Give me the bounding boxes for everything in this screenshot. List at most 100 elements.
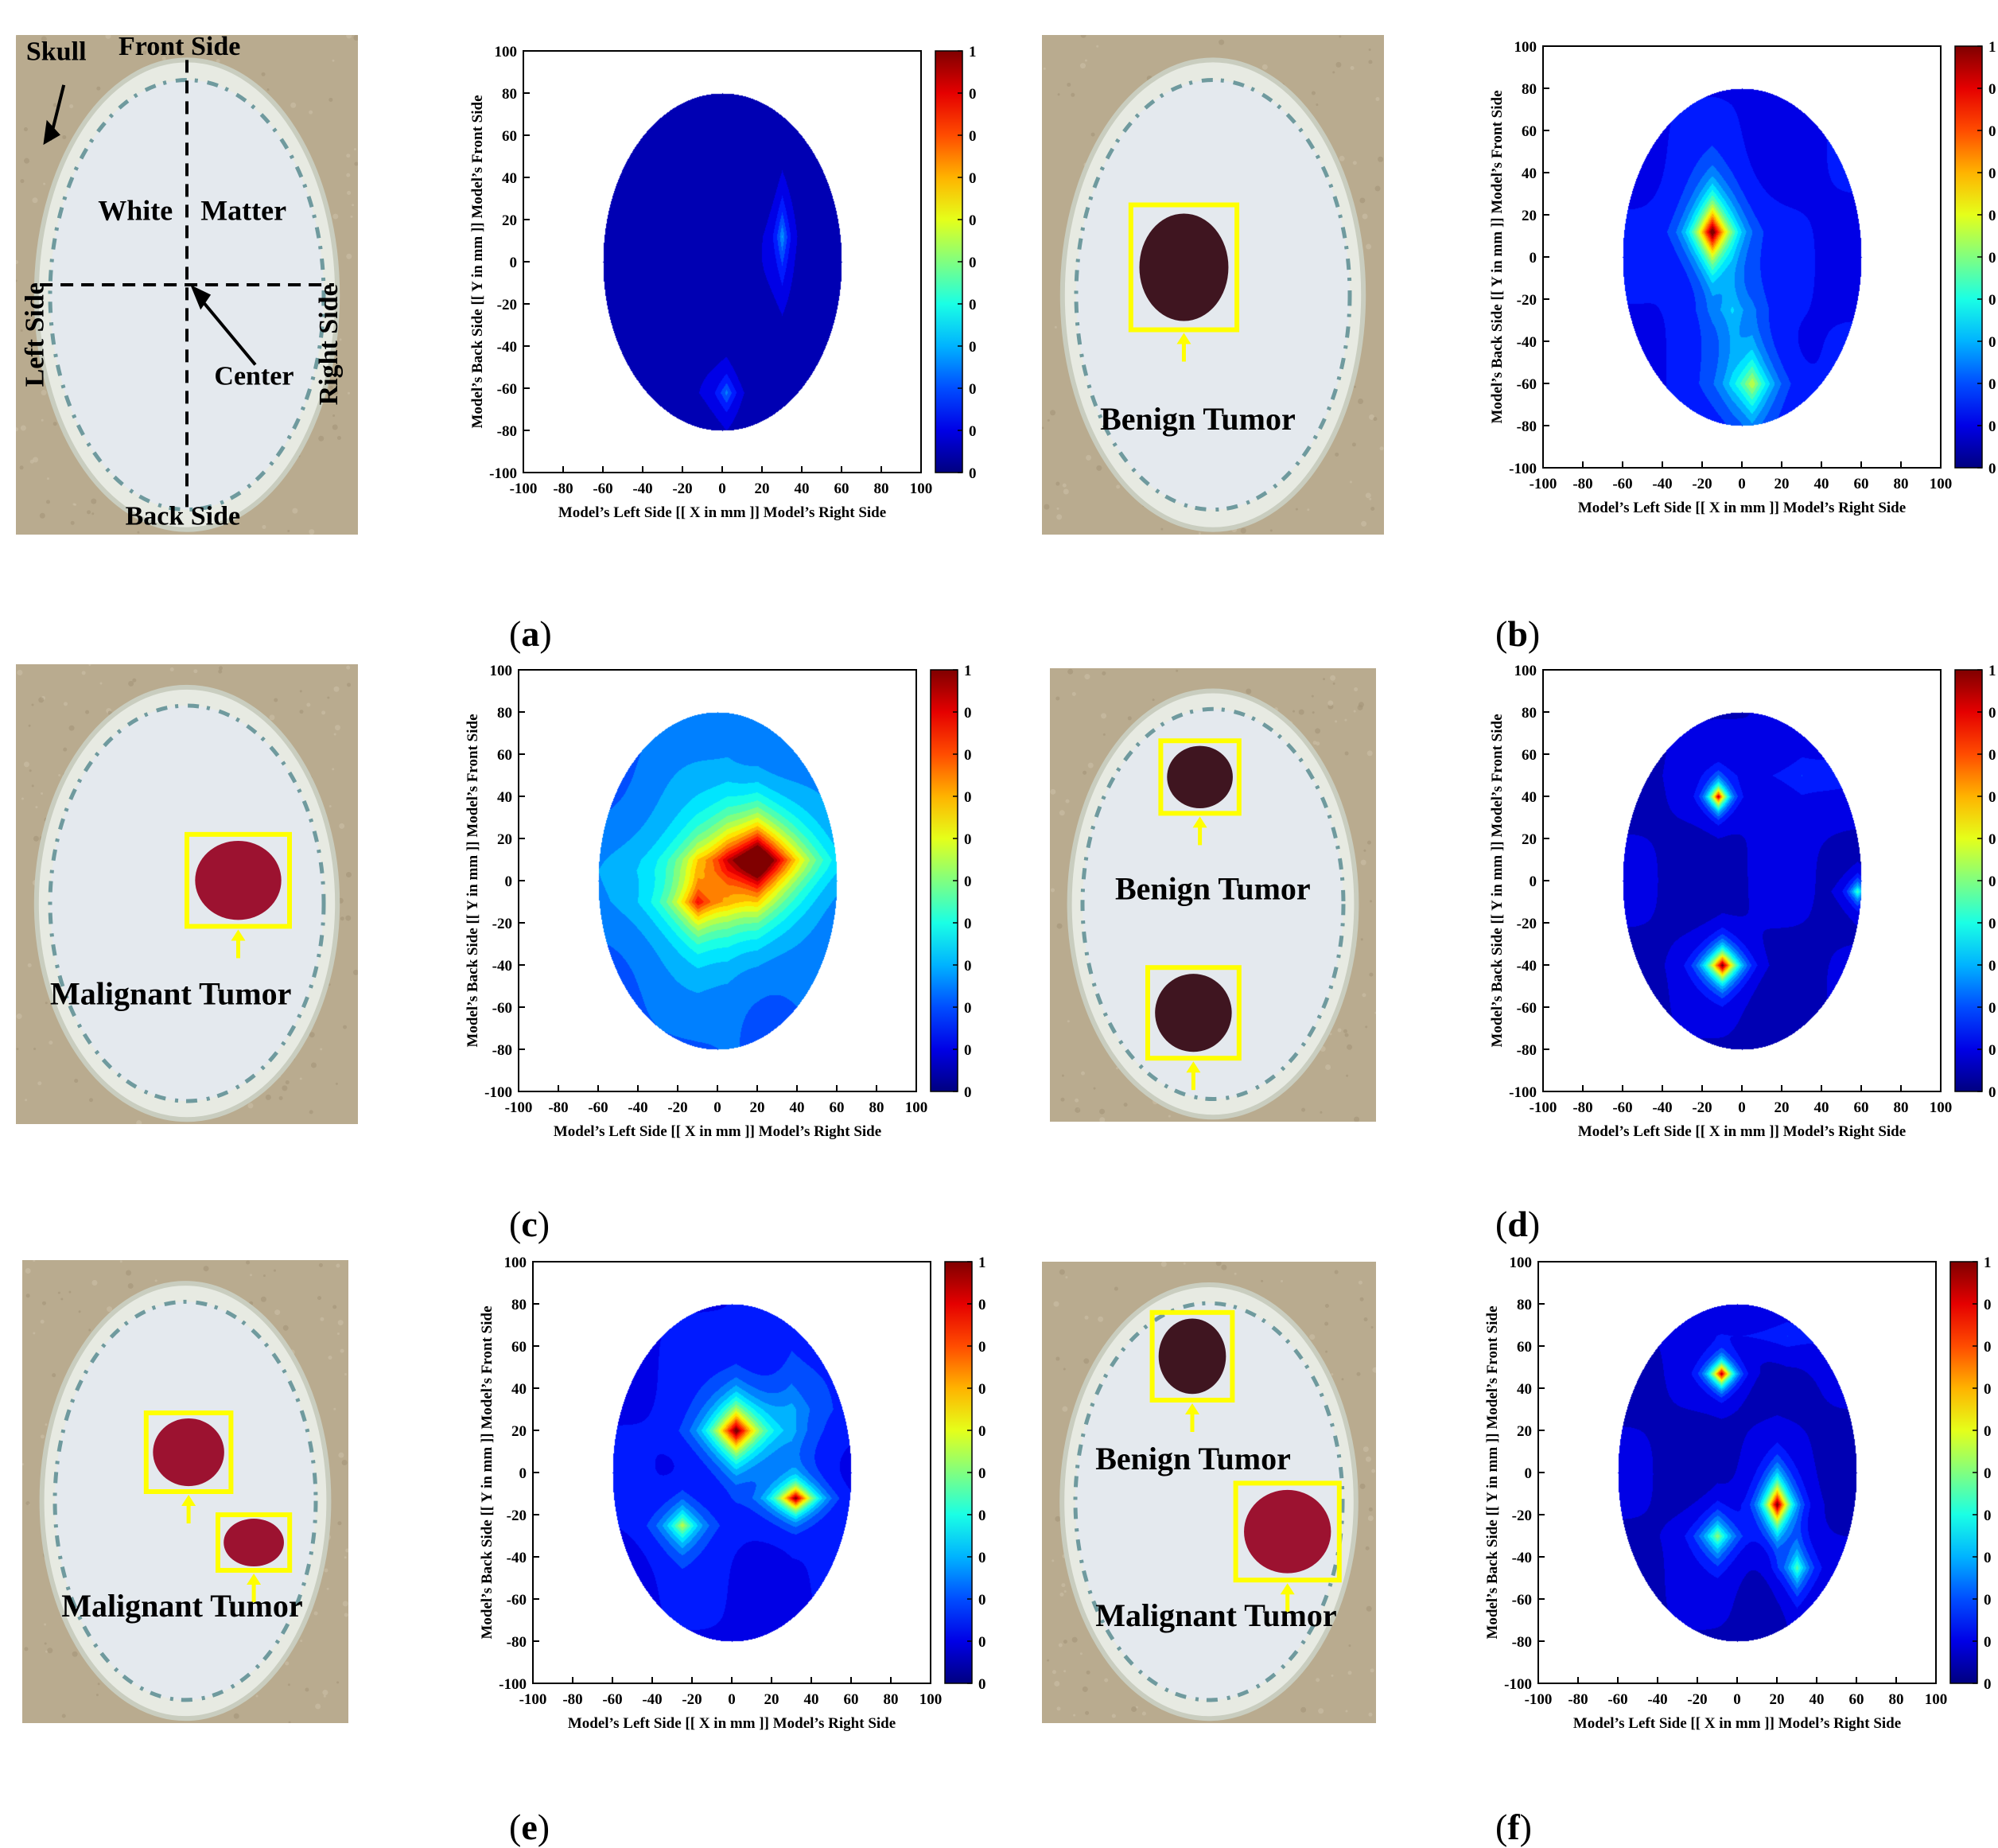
colorbar-tick-label: 0	[1988, 461, 1996, 477]
colorbar-tick-label: 0.3	[1984, 1550, 1992, 1566]
colorbar-tick-label: 0.2	[964, 1000, 972, 1017]
colorbar-tick-label: 0.6	[1984, 1423, 1992, 1440]
y-tick-label: -60	[1517, 376, 1537, 393]
panel-letter: d	[1507, 1204, 1528, 1244]
phantom-photo-d: Benign Tumor	[1050, 668, 1376, 1122]
y-tick-label: 0	[1525, 1465, 1533, 1482]
y-tick-label: 60	[1517, 1339, 1532, 1356]
y-tick-label: -60	[1512, 1592, 1532, 1609]
y-tick-label: -20	[497, 297, 517, 313]
colorbar-tick-label: 0.3	[978, 1550, 986, 1566]
y-tick-label: -40	[497, 339, 517, 356]
colorbar-tick-label: 1	[964, 663, 972, 679]
y-tick-label: -20	[507, 1508, 527, 1524]
x-tick-label: 20	[755, 480, 770, 497]
x-tick-label: -80	[553, 480, 573, 497]
photo-label: Center	[214, 362, 293, 391]
y-tick-label: -80	[492, 1042, 512, 1059]
tumor-highlight-box	[185, 831, 292, 929]
y-tick-label: 60	[1522, 123, 1537, 140]
x-tick-label: 80	[869, 1099, 884, 1116]
y-tick-label: 100	[1510, 1255, 1533, 1271]
y-tick-label: -40	[507, 1550, 527, 1566]
y-tick-label: -20	[1517, 916, 1537, 932]
colorbar-tick-label: 0.1	[1984, 1634, 1992, 1651]
x-tick-label: -100	[519, 1691, 547, 1708]
panel-letter: e	[521, 1807, 538, 1847]
tumor-arrowhead	[247, 1573, 262, 1585]
x-tick-label: 0	[713, 1099, 721, 1116]
panel-caption: (a)	[509, 613, 552, 654]
y-tick-label: -60	[492, 1000, 512, 1017]
tumor-highlight-box	[216, 1512, 293, 1573]
colorbar-tick-label: 0.6	[1988, 208, 1996, 224]
y-tick-label: 100	[504, 1255, 527, 1271]
microwave-image-plot-f: -100 -80 -60 -40 -20 0 20 40 60 80 100 -100 -80 -60 -4…	[1483, 1246, 1998, 1767]
center-arrow	[196, 294, 257, 366]
colorbar-tick-label: 1	[1988, 663, 1996, 679]
y-tick-label: -80	[1517, 418, 1537, 435]
x-axis-label: Model’s Left Side [[ X in mm ]] Model’s …	[554, 1123, 881, 1140]
skull-arrowhead	[43, 119, 60, 146]
y-tick-label: -100	[1509, 461, 1537, 477]
colorbar-tick-label: 0.2	[1988, 1000, 1996, 1017]
colorbar-tick-label: 0.5	[978, 1465, 986, 1482]
y-tick-label: 80	[1517, 1297, 1532, 1313]
photo-label: Right Side	[314, 284, 344, 405]
colorbar-tick-label: 0.4	[1988, 916, 1996, 932]
colorbar-tick-label: 0.7	[1988, 165, 1996, 182]
x-tick-label: 80	[884, 1691, 899, 1708]
y-axis-label: Model’s Back Side [[ Y in mm ]] Model’s …	[479, 1305, 496, 1639]
x-tick-label: 60	[1854, 476, 1869, 492]
center-arrowhead	[190, 285, 212, 310]
colorbar-tick-label: 0	[1988, 1084, 1996, 1101]
y-tick-label: -100	[499, 1676, 527, 1693]
colorbar-tick-label: 0.2	[1984, 1592, 1992, 1609]
x-tick-label: -80	[548, 1099, 568, 1116]
y-axis-label: Model’s Back Side [[ Y in mm ]] Model’s …	[1489, 90, 1506, 423]
x-tick-label: 0	[728, 1691, 736, 1708]
photo-label: White	[98, 194, 173, 226]
microwave-image-plot-d: -100 -80 -60 -40 -20 0 20 40 60 80 100 -100 -80 -60 -4…	[1487, 654, 1998, 1175]
x-tick-label: 20	[764, 1691, 779, 1708]
tumor-highlight-box	[1233, 1480, 1342, 1583]
x-tick-label: 100	[1930, 1099, 1953, 1116]
y-tick-label: -20	[1512, 1508, 1532, 1524]
y-tick-label: 0	[1530, 873, 1537, 890]
photo-label: Malignant Tumor	[61, 1588, 302, 1624]
phantom-photo-a: Skull Front Side White Matter Left Side Right…	[16, 35, 358, 535]
x-tick-label: 40	[1814, 1099, 1829, 1116]
x-tick-label: 100	[919, 1691, 943, 1708]
colorbar-tick-label: 1	[1988, 39, 1996, 56]
y-tick-label: 80	[502, 86, 517, 103]
y-tick-label: 80	[1522, 81, 1537, 98]
x-tick-label: 20	[1774, 476, 1790, 492]
panel-caption: (d)	[1495, 1204, 1541, 1244]
tumor-arrowhead	[1185, 1403, 1199, 1414]
y-tick-label: -80	[507, 1634, 527, 1651]
colorbar-tick-label: 0.8	[978, 1339, 986, 1356]
x-tick-label: -100	[1530, 1099, 1557, 1116]
tumor-arrowhead	[181, 1495, 196, 1506]
colorbar-tick-label: 0.3	[969, 339, 977, 356]
colorbar-tick-label: 0.6	[964, 831, 972, 848]
x-tick-label: -60	[1607, 1691, 1627, 1708]
y-tick-label: 40	[1522, 165, 1537, 182]
y-tick-label: -40	[1517, 334, 1537, 351]
x-tick-label: 60	[1854, 1099, 1869, 1116]
panel-letter: c	[521, 1204, 538, 1244]
colorbar-tick-label: 0.9	[969, 86, 977, 103]
colorbar-tick-label: 0.3	[1988, 958, 1996, 975]
colorbar-tick-label: 0.5	[1984, 1465, 1992, 1482]
x-tick-label: 100	[1930, 476, 1953, 492]
x-axis-label: Model’s Left Side [[ X in mm ]] Model’s …	[1578, 1123, 1906, 1140]
x-tick-label: 100	[1925, 1691, 1948, 1708]
panel-caption: (e)	[509, 1807, 550, 1847]
colorbar-tick-label: 1	[1984, 1255, 1992, 1271]
tumor-arrowhead	[1192, 816, 1207, 828]
phantom-photo-b: Benign Tumor	[1042, 35, 1384, 535]
y-axis-label: Model’s Back Side [[ Y in mm ]] Model’s …	[1484, 1305, 1501, 1639]
phantom-photo-e: Malignant Tumor	[22, 1260, 348, 1723]
colorbar-tick-label: 0.4	[978, 1508, 986, 1524]
x-tick-label: 80	[1894, 476, 1909, 492]
